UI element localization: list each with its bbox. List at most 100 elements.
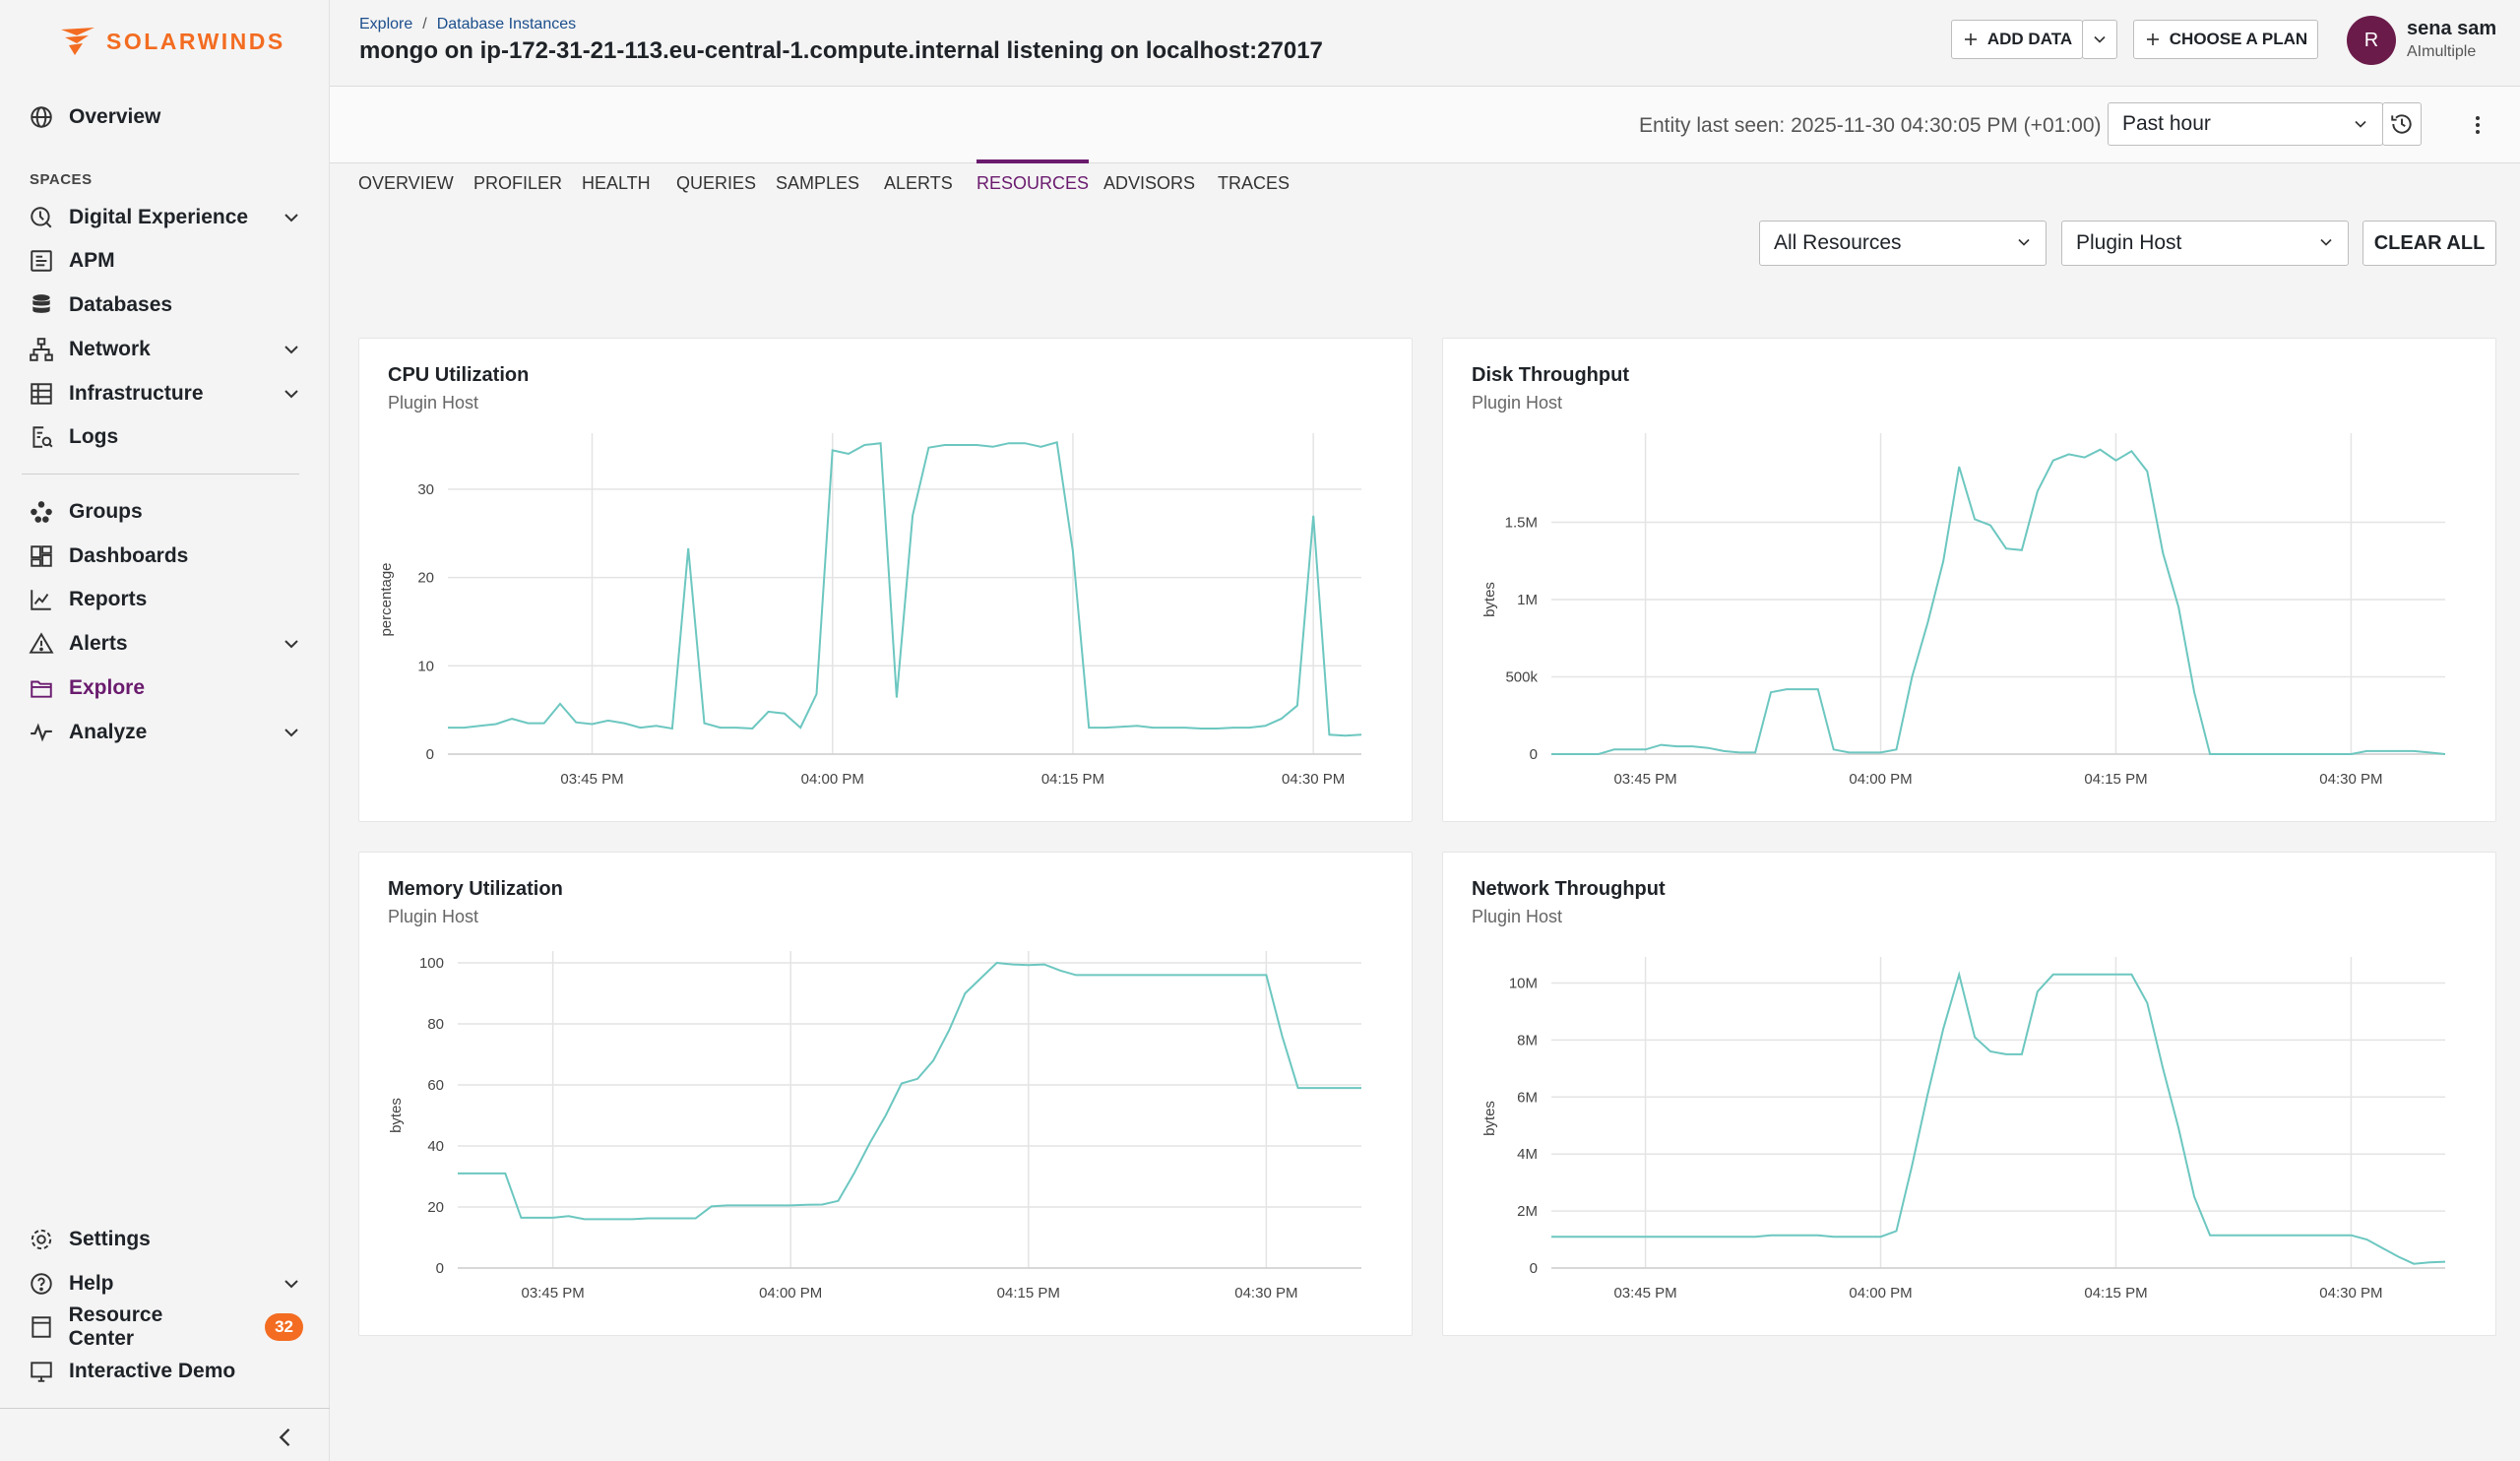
time-range-value: Past hour xyxy=(2122,112,2211,135)
host-filter-value: Plugin Host xyxy=(2076,231,2182,254)
y-axis-label: bytes xyxy=(1481,1101,1498,1136)
y-axis-label: bytes xyxy=(388,1098,405,1133)
tab-resources[interactable]: RESOURCES xyxy=(976,159,1090,207)
add-data-dropdown-button[interactable] xyxy=(2082,20,2117,59)
analyze-icon xyxy=(28,719,55,746)
solarwinds-logo[interactable]: SOLARWINDS xyxy=(59,24,285,59)
chevron-down-icon xyxy=(284,1280,298,1289)
sidebar-item-interactive-demo[interactable]: Interactive Demo xyxy=(28,1352,303,1391)
cpu-utilization-card: CPU Utilization Plugin Host 0 10 20 30 03:45… xyxy=(358,338,1413,822)
cpu-utilization-chart[interactable]: 0 10 20 30 03:45 PM 04:00 PM 04:15 PM 04:30 PM p… xyxy=(359,339,1414,823)
user-avatar[interactable]: R xyxy=(2347,16,2396,65)
series-line xyxy=(448,441,1362,737)
time-history-button[interactable] xyxy=(2382,102,2422,146)
collapse-sidebar-icon[interactable] xyxy=(272,1424,299,1451)
entity-toolbar: Entity last seen: 2025-11-30 04:30:05 PM… xyxy=(330,87,2520,163)
tab-overview[interactable]: OVERVIEW xyxy=(358,173,454,193)
sidebar-item-label: Groups xyxy=(69,500,143,523)
sidebar-item-groups[interactable]: Groups xyxy=(28,492,303,532)
tab-health[interactable]: HEALTH xyxy=(582,173,651,193)
y-tick-label: 0 xyxy=(426,746,434,763)
y-tick-label: 80 xyxy=(427,1016,444,1033)
y-tick-label: 2M xyxy=(1517,1203,1538,1220)
y-tick-label: 0 xyxy=(1530,746,1538,763)
sidebar-item-analyze[interactable]: Analyze xyxy=(28,713,303,752)
time-range-select[interactable]: Past hour xyxy=(2108,102,2383,146)
spaces-section-label: SPACES xyxy=(30,171,93,188)
sidebar-item-network[interactable]: Network xyxy=(28,330,303,369)
chart-subtitle: Plugin Host xyxy=(388,907,479,926)
chart-subtitle: Plugin Host xyxy=(1472,393,1563,413)
sidebar-item-explore[interactable]: Explore xyxy=(28,668,303,708)
chart-title: CPU Utilization xyxy=(388,364,530,386)
resources-filter-select[interactable]: All Resources xyxy=(1759,221,2047,266)
chevron-down-icon xyxy=(2018,238,2030,246)
page-title: mongo on ip-172-31-21-113.eu-central-1.c… xyxy=(359,37,1323,64)
y-axis-label: bytes xyxy=(1481,582,1498,617)
chevron-down-icon xyxy=(284,346,298,354)
x-tick-label: 04:30 PM xyxy=(2319,1285,2382,1302)
sidebar-item-databases[interactable]: Databases xyxy=(28,286,303,325)
sidebar-item-resource-center[interactable]: Resource Center 32 xyxy=(28,1303,303,1350)
notification-badge: 32 xyxy=(265,1313,303,1341)
tab-traces[interactable]: TRACES xyxy=(1218,173,1291,193)
series-line xyxy=(458,961,1361,1221)
breadcrumb-separator: / xyxy=(422,16,427,32)
sidebar-item-infrastructure[interactable]: Infrastructure xyxy=(28,374,303,413)
reports-icon xyxy=(28,586,55,613)
sidebar-item-label: Analyze xyxy=(69,721,148,743)
add-data-button[interactable]: ADD DATA xyxy=(1951,20,2083,59)
user-name[interactable]: sena sam xyxy=(2407,18,2497,39)
y-tick-label: 40 xyxy=(427,1138,444,1155)
memory-utilization-chart[interactable]: 0 20 40 60 80 100 03:45 PM 04:00 PM 04:15 PM 04:3… xyxy=(359,853,1414,1337)
tab-alerts[interactable]: ALERTS xyxy=(884,173,953,193)
sidebar-item-digital-experience[interactable]: Digital Experience xyxy=(28,198,303,237)
user-organization: AImultiple xyxy=(2407,43,2477,60)
network-throughput-chart[interactable]: 0 2M 4M 6M 8M 10M 03:45 PM 04:00 PM 04:15 PM 04:3… xyxy=(1443,853,2497,1337)
breadcrumb-database-instances[interactable]: Database Instances xyxy=(436,16,577,32)
sidebar-item-alerts[interactable]: Alerts xyxy=(28,624,303,664)
choose-plan-button[interactable]: CHOOSE A PLAN xyxy=(2133,20,2318,59)
sidebar-item-label: Databases xyxy=(69,293,173,316)
chevron-down-icon xyxy=(2355,120,2366,128)
sidebar-item-dashboards[interactable]: Dashboards xyxy=(28,537,303,576)
explore-icon xyxy=(28,674,55,702)
breadcrumb-explore[interactable]: Explore xyxy=(359,16,413,32)
sidebar-item-label: APM xyxy=(69,249,115,272)
tab-advisors[interactable]: ADVISORS xyxy=(1103,173,1196,193)
more-options-icon[interactable] xyxy=(2466,112,2489,138)
top-header: Explore / Database Instances mongo on ip… xyxy=(330,0,2520,87)
tab-queries[interactable]: QUERIES xyxy=(676,173,757,193)
tab-profiler[interactable]: PROFILER xyxy=(473,173,563,193)
sidebar-item-apm[interactable]: APM xyxy=(28,241,303,281)
sidebar-item-label: Overview xyxy=(69,105,161,128)
tab-samples[interactable]: SAMPLES xyxy=(776,173,860,193)
sidebar-item-label: Settings xyxy=(69,1228,151,1250)
history-icon xyxy=(2391,114,2412,134)
sidebar-item-settings[interactable]: Settings xyxy=(28,1220,303,1259)
disk-throughput-card: Disk Throughput Plugin Host 0 500k 1M 1.5M 0… xyxy=(1442,338,2496,822)
sidebar-item-logs[interactable]: Logs xyxy=(28,417,303,457)
chevron-down-icon xyxy=(2320,238,2332,246)
logo-text: SOLARWINDS xyxy=(106,28,285,54)
y-tick-label: 20 xyxy=(417,570,434,587)
sidebar-item-reports[interactable]: Reports xyxy=(28,580,303,619)
entity-last-seen: Entity last seen: 2025-11-30 04:30:05 PM… xyxy=(1639,114,2102,137)
sidebar-item-label: Resource Center xyxy=(68,1303,163,1350)
disk-throughput-chart[interactable]: 0 500k 1M 1.5M 03:45 PM 04:00 PM 04:15 PM 04:30… xyxy=(1443,339,2497,823)
infrastructure-icon xyxy=(28,380,55,408)
y-tick-label: 100 xyxy=(419,955,444,972)
clear-all-button[interactable]: CLEAR ALL xyxy=(2362,221,2496,266)
x-tick-label: 04:15 PM xyxy=(997,1285,1060,1302)
host-filter-select[interactable]: Plugin Host xyxy=(2061,221,2349,266)
sidebar-item-overview[interactable]: Overview xyxy=(28,97,303,137)
sidebar-item-help[interactable]: Help xyxy=(28,1264,303,1303)
resource-center-icon xyxy=(28,1313,55,1341)
chevron-down-icon xyxy=(284,729,298,737)
y-tick-label: 20 xyxy=(427,1199,444,1216)
groups-icon xyxy=(28,498,55,526)
sidebar-item-label: Explore xyxy=(69,676,146,699)
x-tick-label: 04:15 PM xyxy=(2084,1285,2147,1302)
x-tick-label: 04:15 PM xyxy=(2084,771,2147,788)
sidebar-item-label: Alerts xyxy=(69,632,128,655)
